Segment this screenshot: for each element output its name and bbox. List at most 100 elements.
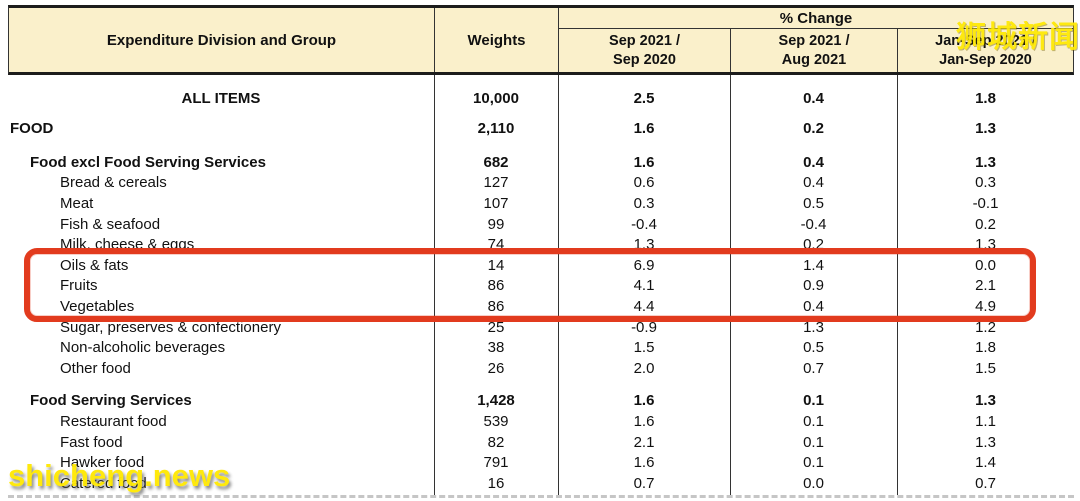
row-label: Sugar, preserves & confectionery: [60, 318, 281, 336]
row-label: Fruits: [60, 277, 98, 295]
table-row: Vegetables 86 4.4 0.4 4.9: [8, 296, 1074, 317]
value-cell: 0.1: [803, 392, 824, 410]
value-cell: 4.4: [633, 297, 655, 315]
table-row: FOOD 2,110 1.6 0.2 1.3: [8, 113, 1074, 143]
row-gap: [8, 143, 1074, 152]
value-cell: 1.3: [803, 318, 824, 336]
table-body-rows: ALL ITEMS 10,000 2.5 0.4 1.8 FOOD 2,110 …: [8, 83, 1074, 494]
weight-cell: 16: [487, 474, 505, 492]
column-divider: [558, 75, 559, 495]
value-cell: 1.1: [975, 412, 996, 430]
value-cell: 0.2: [803, 236, 824, 254]
value-cell: 1.6: [633, 392, 655, 410]
value-cell: 0.2: [975, 215, 996, 233]
weight-cell: 14: [487, 256, 505, 274]
value-cell: 0.4: [803, 153, 824, 171]
row-label: Fish & seafood: [60, 215, 161, 233]
value-cell: 1.6: [633, 119, 655, 137]
weight-cell: 99: [487, 215, 505, 233]
row-label: Food excl Food Serving Services: [30, 153, 266, 171]
row-label: Fast food: [60, 433, 123, 451]
table-row: Hawker food 791 1.6 0.1 1.4: [8, 452, 1074, 473]
weight-cell: 82: [487, 433, 505, 451]
weight-cell: 107: [483, 194, 509, 212]
cutoff-dashed-line: [8, 495, 1074, 498]
table-row: Non-alcoholic beverages 38 1.5 0.5 1.8: [8, 337, 1074, 358]
value-cell: 0.0: [975, 256, 996, 274]
table-body: ALL ITEMS 10,000 2.5 0.4 1.8 FOOD 2,110 …: [8, 75, 1074, 495]
header-subcolumns: Sep 2021 / Sep 2020 Sep 2021 / Aug 2021 …: [559, 29, 1073, 72]
table-header: Expenditure Division and Group Weights %…: [8, 5, 1074, 75]
weight-cell: 26: [487, 359, 505, 377]
table-row: Oils & fats 14 6.9 1.4 0.0: [8, 255, 1074, 276]
value-cell: 0.3: [633, 194, 655, 212]
row-label: Non-alcoholic beverages: [60, 339, 226, 357]
watermark-top-right: 狮城新闻: [956, 21, 1080, 54]
value-cell: 4.9: [975, 297, 996, 315]
value-cell: 0.4: [803, 89, 824, 107]
value-cell: 1.6: [633, 412, 655, 430]
value-cell: 1.3: [975, 236, 996, 254]
value-cell: 1.4: [803, 256, 824, 274]
value-cell: 0.7: [803, 359, 824, 377]
header-expenditure-division: Expenditure Division and Group: [9, 8, 435, 72]
header-pct-change: % Change: [559, 8, 1073, 29]
header-pct-change-group: % Change Sep 2021 / Sep 2020 Sep 2021 / …: [559, 8, 1073, 72]
row-label: Vegetables: [60, 297, 135, 315]
weight-cell: 539: [483, 412, 509, 430]
table-row: Milk, cheese & eggs 74 1.3 0.2 1.3: [8, 234, 1074, 255]
value-cell: 0.1: [803, 454, 824, 472]
value-cell: 0.4: [803, 174, 824, 192]
header-jansep2021-jansep2020: Jan-Sep 2021 / Jan-Sep 2020: [935, 32, 1036, 68]
value-cell: 2.0: [633, 359, 655, 377]
value-cell: 0.3: [975, 174, 996, 192]
value-cell: -0.4: [631, 215, 657, 233]
value-cell: 1.6: [633, 454, 655, 472]
column-divider: [897, 75, 898, 495]
row-label: Meat: [60, 194, 94, 212]
weight-cell: 86: [487, 277, 505, 295]
value-cell: 0.7: [975, 474, 996, 492]
cpi-table: Expenditure Division and Group Weights %…: [8, 5, 1074, 495]
weight-cell: 10,000: [473, 89, 519, 107]
row-label: Food Serving Services: [30, 392, 192, 410]
row-label: Hawker food: [60, 454, 145, 472]
value-cell: 1.3: [975, 153, 996, 171]
value-cell: 4.1: [633, 277, 655, 295]
table-row: Fruits 86 4.1 0.9 2.1: [8, 276, 1074, 297]
weight-cell: 127: [483, 174, 509, 192]
value-cell: 0.5: [803, 194, 824, 212]
table-row: ALL ITEMS 10,000 2.5 0.4 1.8: [8, 83, 1074, 113]
value-cell: 0.9: [803, 277, 824, 295]
value-cell: 1.3: [975, 392, 996, 410]
column-divider: [434, 75, 435, 495]
value-cell: 1.8: [975, 89, 996, 107]
row-label: Milk, cheese & eggs: [60, 236, 195, 254]
value-cell: 0.5: [803, 339, 824, 357]
table-row: Fish & seafood 99 -0.4 -0.4 0.2: [8, 214, 1074, 235]
row-label: ALL ITEMS: [181, 89, 261, 107]
row-label: Restaurant food: [60, 412, 167, 430]
value-cell: 1.3: [633, 236, 655, 254]
value-cell: 0.1: [803, 412, 824, 430]
row-label: Other food: [60, 359, 131, 377]
row-gap: [8, 379, 1074, 391]
row-label: Catered food: [60, 474, 147, 492]
value-cell: 0.2: [803, 119, 824, 137]
table-row: Bread & cereals 127 0.6 0.4 0.3: [8, 173, 1074, 194]
value-cell: -0.1: [972, 194, 999, 212]
value-cell: 0.0: [803, 474, 824, 492]
value-cell: 1.3: [975, 119, 996, 137]
table-row: Fast food 82 2.1 0.1 1.3: [8, 432, 1074, 453]
table-row: Food Serving Services 1,428 1.6 0.1 1.3: [8, 391, 1074, 412]
value-cell: 1.4: [975, 454, 996, 472]
table-row: Other food 26 2.0 0.7 1.5: [8, 358, 1074, 379]
value-cell: 2.5: [633, 89, 655, 107]
table-row: Food excl Food Serving Services 682 1.6 …: [8, 152, 1074, 173]
row-label: FOOD: [10, 119, 54, 137]
value-cell: 1.5: [975, 359, 996, 377]
value-cell: 1.8: [975, 339, 996, 357]
value-cell: 1.2: [975, 318, 996, 336]
header-weights: Weights: [435, 8, 559, 72]
header-sep2021-sep2020: Sep 2021 / Sep 2020: [559, 29, 731, 72]
